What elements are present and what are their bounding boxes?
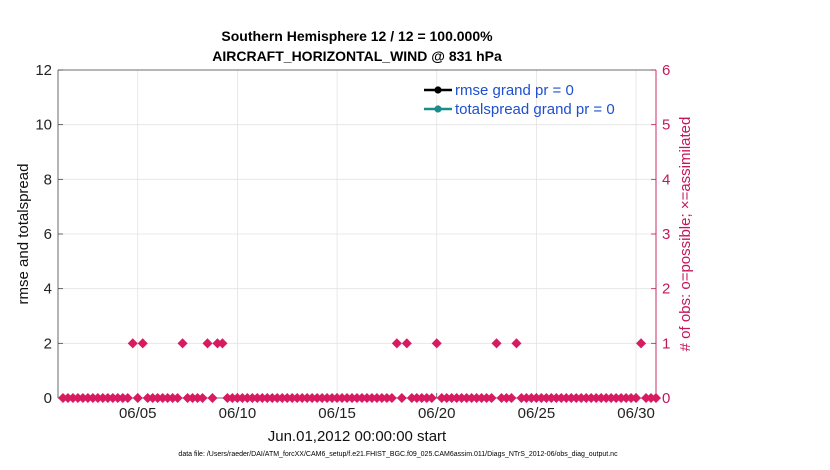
obs-count-marker: [426, 392, 437, 404]
obs-count-marker: [401, 338, 412, 349]
x-axis-label: Jun.01,2012 00:00:00 start: [268, 428, 447, 445]
y2-tick-label: 6: [662, 62, 670, 79]
chart-subtitle: AIRCRAFT_HORIZONTAL_WIND @ 831 hPa: [212, 48, 502, 64]
legend-marker-rmse: [434, 86, 442, 94]
obs-count-marker: [431, 338, 442, 349]
footer-data-file: data file: /Users/raeder/DAI/ATM_forcXX/…: [178, 451, 618, 458]
obs-count-marker: [391, 338, 402, 349]
y-tick-label: 10: [35, 117, 52, 134]
x-tick-label: 06/05: [119, 405, 157, 422]
y-tick-label: 6: [44, 226, 52, 243]
obs-count-marker: [122, 392, 133, 404]
x-tick-label: 06/15: [318, 405, 356, 422]
obs-count-marker: [511, 338, 522, 349]
obs-count-marker: [202, 338, 213, 349]
obs-count-marker: [172, 392, 183, 404]
obs-count-marker: [197, 392, 208, 404]
obs-count-marker: [506, 392, 517, 404]
y2-tick-label: 2: [662, 281, 670, 298]
obs-count-marker: [386, 392, 397, 404]
obs-count-marker: [132, 392, 143, 404]
obs-count-marker: [396, 392, 407, 404]
legend-marker-totalspread: [434, 105, 442, 113]
legend-label-totalspread: totalspread grand pr = 0: [455, 101, 615, 118]
y-tick-label: 8: [44, 171, 52, 188]
y2-tick-label: 4: [662, 171, 670, 188]
y2-tick-label: 1: [662, 335, 670, 352]
y2-axis-ticks: 0 1 2 3 4 5 6: [651, 62, 670, 407]
y2-tick-label: 0: [662, 390, 670, 407]
y2-tick-label: 5: [662, 117, 670, 134]
y2-tick-label: 3: [662, 226, 670, 243]
obs-count-marker: [217, 338, 228, 349]
obs-count-marker: [491, 338, 502, 349]
y-tick-label: 2: [44, 335, 52, 352]
obs-count-markers: [57, 338, 662, 404]
obs-count-marker: [486, 392, 497, 404]
x-tick-label: 06/30: [617, 405, 655, 422]
obs-count-marker: [631, 392, 642, 404]
x-tick-label: 06/25: [518, 405, 556, 422]
y2-axis-label: # of obs: o=possible; ×=assimilated: [677, 117, 694, 352]
obs-count-marker: [127, 338, 138, 349]
chart-title: Southern Hemisphere 12 / 12 = 100.000%: [221, 28, 493, 44]
legend-label-rmse: rmse grand pr = 0: [455, 82, 574, 99]
x-tick-label: 06/10: [219, 405, 257, 422]
y-axis-ticks: 0 2 4 6 8 10 12: [35, 62, 63, 407]
obs-count-marker: [650, 392, 662, 404]
obs-count-marker: [207, 392, 218, 404]
legend: rmse grand pr = 0 totalspread grand pr =…: [424, 82, 615, 118]
obs-count-marker: [177, 338, 188, 349]
y-tick-label: 4: [44, 281, 52, 298]
obs-count-marker: [636, 338, 647, 349]
obs-count-marker: [137, 338, 148, 349]
y-axis-label: rmse and totalspread: [15, 164, 32, 305]
y-tick-label: 0: [44, 390, 52, 407]
x-tick-label: 06/20: [418, 405, 456, 422]
y-tick-label: 12: [35, 62, 52, 79]
